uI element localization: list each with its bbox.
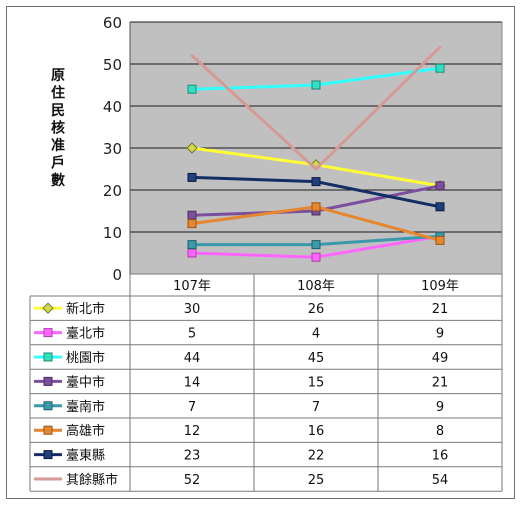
legend-marker bbox=[43, 328, 53, 338]
table-cell-value: 15 bbox=[308, 375, 325, 390]
data-point bbox=[311, 80, 321, 90]
data-point bbox=[435, 235, 445, 245]
table-cell-value: 23 bbox=[184, 449, 201, 464]
table-cell-value: 7 bbox=[312, 400, 320, 415]
table-cell-value: 22 bbox=[308, 449, 325, 464]
data-point bbox=[187, 172, 197, 182]
data-point bbox=[311, 202, 321, 212]
data-point bbox=[187, 219, 197, 229]
legend-marker bbox=[42, 302, 54, 314]
legend-label: 新北市 bbox=[66, 301, 105, 317]
legend-label: 臺南市 bbox=[66, 399, 105, 415]
data-point bbox=[435, 63, 445, 73]
legend-marker bbox=[43, 376, 53, 386]
x-category-label: 108年 bbox=[297, 279, 335, 294]
data-point bbox=[187, 248, 197, 258]
table-cell-value: 54 bbox=[432, 473, 449, 488]
legend-marker bbox=[43, 401, 53, 411]
data-point bbox=[435, 202, 445, 212]
y-tick-label: 20 bbox=[103, 182, 122, 200]
data-point bbox=[311, 177, 321, 187]
data-point bbox=[187, 210, 197, 220]
table-cell-value: 44 bbox=[184, 351, 201, 366]
legend-label: 高雄市 bbox=[66, 423, 105, 439]
table-cell-value: 9 bbox=[436, 327, 444, 342]
y-tick-label: 40 bbox=[103, 98, 122, 116]
y-tick-label: 10 bbox=[103, 224, 122, 242]
table-cell-value: 12 bbox=[184, 424, 201, 439]
data-point bbox=[435, 181, 445, 191]
legend-label: 臺北市 bbox=[66, 326, 105, 342]
y-tick-label: 60 bbox=[103, 14, 122, 32]
data-point bbox=[187, 240, 197, 250]
data-point bbox=[311, 240, 321, 250]
table-cell-value: 30 bbox=[184, 302, 201, 317]
y-axis-label: 原住民核准戶數 bbox=[51, 68, 65, 189]
data-point bbox=[311, 252, 321, 262]
series-line bbox=[190, 45, 442, 171]
table-cell-value: 7 bbox=[188, 400, 196, 415]
table-cell-value: 25 bbox=[308, 473, 325, 488]
legend-label: 桃園市 bbox=[66, 350, 105, 366]
table-cell-value: 21 bbox=[432, 375, 449, 390]
table-cell-value: 5 bbox=[188, 327, 196, 342]
x-category-label: 109年 bbox=[421, 279, 459, 294]
table-cell-value: 4 bbox=[312, 327, 320, 342]
table-cell-value: 9 bbox=[436, 400, 444, 415]
y-tick-label: 50 bbox=[103, 56, 122, 74]
table-cell-value: 21 bbox=[432, 302, 449, 317]
legend-label: 臺中市 bbox=[66, 374, 105, 390]
legend-marker bbox=[43, 450, 53, 460]
table-cell-value: 49 bbox=[432, 351, 449, 366]
legend-label: 臺東縣 bbox=[66, 448, 105, 464]
y-tick-label: 0 bbox=[112, 266, 122, 284]
table-cell-value: 16 bbox=[308, 424, 325, 439]
legend-label: 其餘縣市 bbox=[66, 472, 118, 488]
data-point bbox=[186, 142, 198, 154]
legend-marker bbox=[43, 352, 53, 362]
table-cell-value: 14 bbox=[184, 375, 201, 390]
table-cell-value: 26 bbox=[308, 302, 325, 317]
table-cell-value: 8 bbox=[436, 424, 444, 439]
x-category-label: 107年 bbox=[173, 279, 211, 294]
legend-marker bbox=[43, 425, 53, 435]
data-point bbox=[187, 84, 197, 94]
y-tick-label: 30 bbox=[103, 140, 122, 158]
table-cell-value: 16 bbox=[432, 449, 449, 464]
table-cell-value: 45 bbox=[308, 351, 325, 366]
table-cell-value: 52 bbox=[184, 473, 201, 488]
